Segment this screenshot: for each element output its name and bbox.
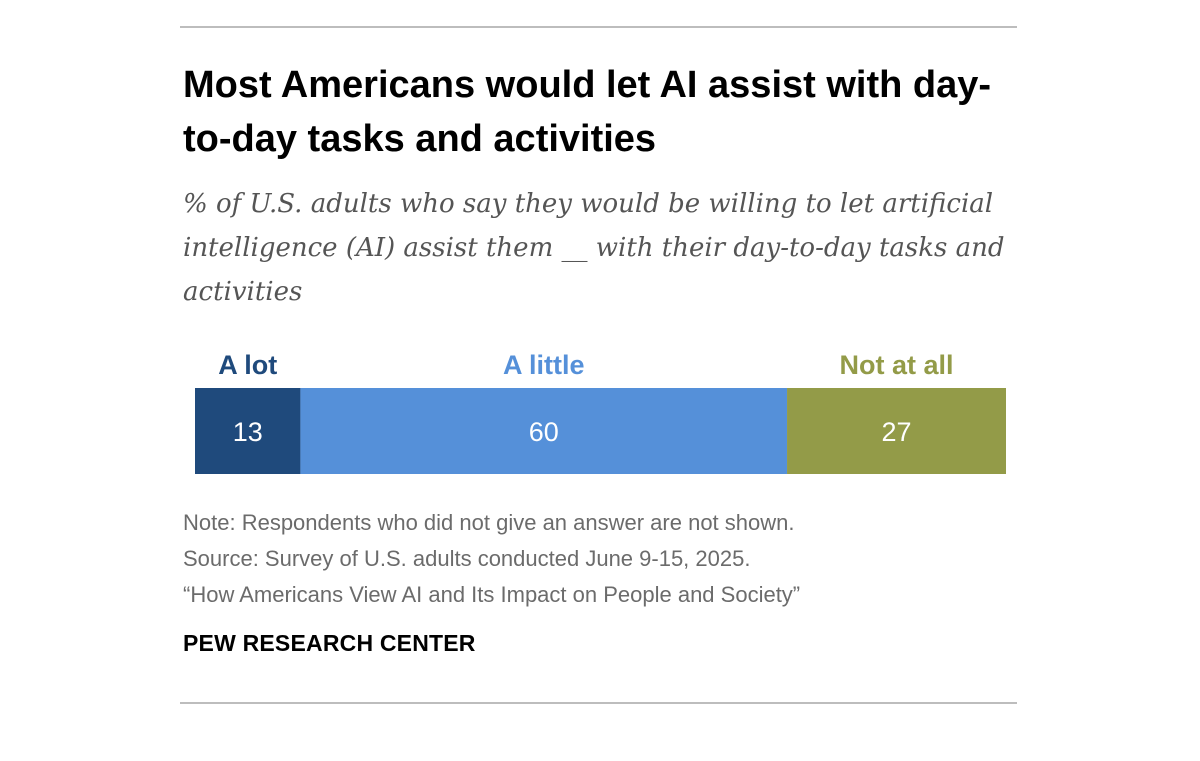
value-label-a-little: 60 (529, 417, 559, 447)
report-title: “How Americans View AI and Its Impact on… (183, 582, 801, 607)
value-label-a-lot: 13 (233, 417, 263, 447)
chart-title: Most Americans would let AI assist with … (183, 64, 992, 160)
chart-subtitle: % of U.S. adults who say they would be w… (183, 189, 1005, 307)
category-label-a-little: A little (503, 350, 585, 380)
top-divider (180, 26, 1017, 28)
stacked-bar-chart: 13 A lot 60 A little 27 Not at all (195, 350, 1006, 474)
stacked-bar: 13 A lot 60 A little 27 Not at all (195, 350, 1006, 474)
bar-segment-a-little (300, 388, 788, 474)
bottom-divider (180, 702, 1017, 704)
source-text: Source: Survey of U.S. adults conducted … (183, 546, 751, 571)
publisher-logo-text: PEW RESEARCH CENTER (183, 630, 476, 656)
category-label-a-lot: A lot (218, 350, 277, 380)
category-label-not-at-all: Not at all (840, 350, 954, 380)
value-label-not-at-all: 27 (881, 417, 911, 447)
chart-notes: Note: Respondents who did not give an an… (183, 505, 1013, 613)
bar-segment-a-lot (195, 388, 301, 474)
bar-segment-not-at-all (787, 388, 1006, 474)
note-text: Note: Respondents who did not give an an… (183, 510, 795, 535)
